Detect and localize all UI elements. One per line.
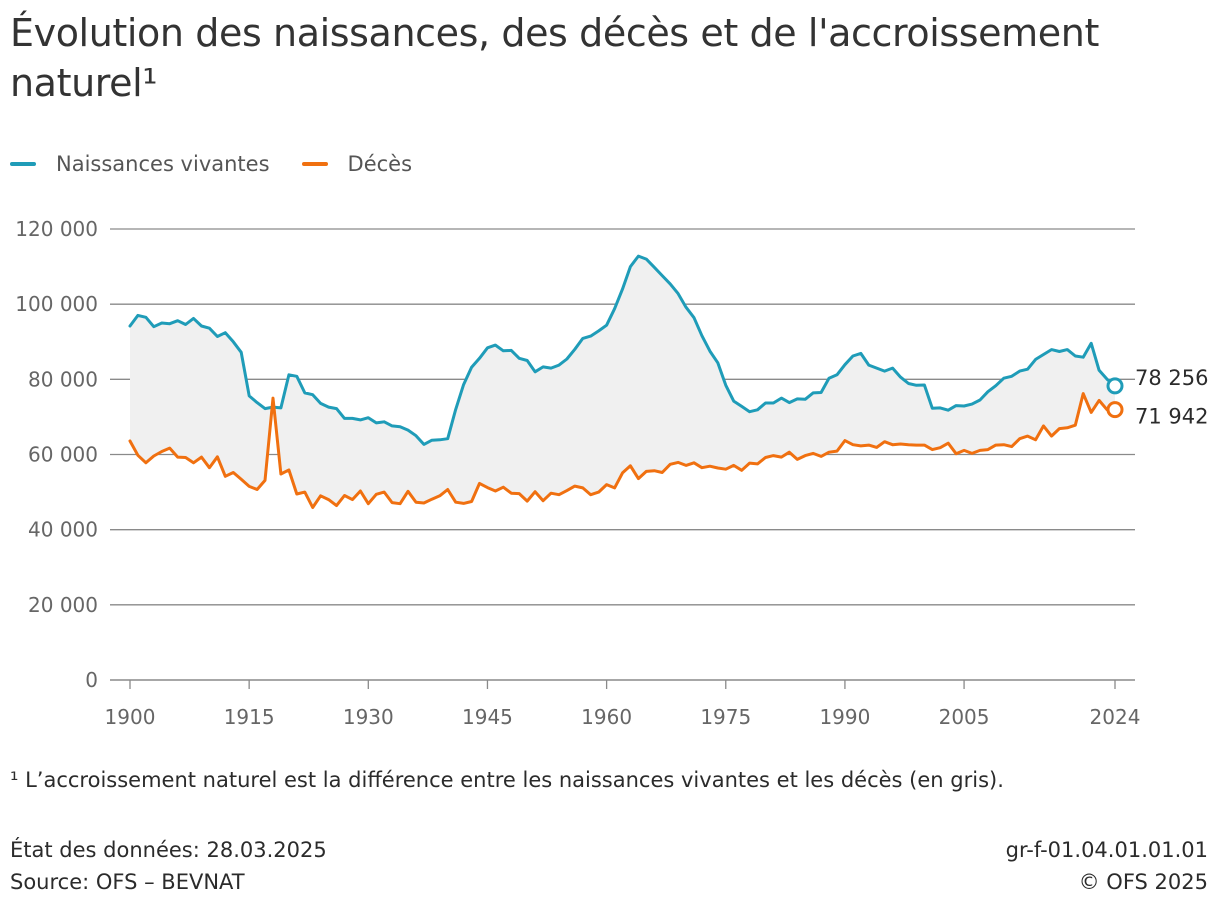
legend-label-births: Naissances vivantes	[56, 152, 270, 176]
chart-code: gr-f-01.04.01.01.01	[1005, 838, 1208, 862]
series-line-births	[128, 254, 1117, 446]
legend-label-deaths: Décès	[347, 152, 413, 176]
natural-increase-area	[130, 256, 1115, 508]
chart-footnote: ¹ L’accroissement naturel est la différe…	[10, 768, 1004, 792]
line-chart: 0 20 000 40 000 60 000 80 000 100 000 120 000 1…	[15, 217, 1208, 729]
series-line-deaths	[128, 392, 1117, 509]
legend-item-births: Naissances vivantes	[10, 152, 270, 176]
chart-legend: Naissances vivantes Décès	[10, 148, 444, 180]
x-tick-label-8: 2024	[1090, 705, 1141, 729]
x-tick-label-1: 1915	[224, 705, 275, 729]
x-tick-label-7: 2005	[939, 705, 990, 729]
y-tick-label-3: 60 000	[28, 443, 98, 467]
end-marker-deaths	[1106, 401, 1124, 419]
y-tick-label-4: 80 000	[28, 367, 98, 391]
x-tick-label-2: 1930	[343, 705, 394, 729]
chart-title: Évolution des naissances, des décès et d…	[10, 11, 1099, 105]
y-tick-label-2: 40 000	[28, 518, 98, 542]
y-tick-label-1: 20 000	[28, 593, 98, 617]
end-label-births: 78 256	[1135, 366, 1208, 390]
x-tick-label-4: 1960	[581, 705, 632, 729]
x-tick-label-5: 1975	[700, 705, 751, 729]
legend-swatch-births	[10, 162, 36, 166]
y-tick-label-6: 120 000	[15, 217, 98, 241]
data-source: Source: OFS – BEVNAT	[10, 870, 245, 894]
footer-left: État des données: 28.03.2025 Source: OFS…	[10, 834, 327, 898]
end-label-deaths: 71 942	[1135, 405, 1208, 429]
y-tick-label-5: 100 000	[15, 292, 98, 316]
copyright: © OFS 2025	[1078, 870, 1208, 894]
legend-swatch-deaths	[301, 162, 328, 166]
end-marker-births	[1106, 377, 1124, 395]
x-tick-label-0: 1900	[105, 705, 156, 729]
footer-right: gr-f-01.04.01.01.01 © OFS 2025	[1006, 834, 1208, 898]
data-state: État des données: 28.03.2025	[10, 838, 327, 862]
x-tick-label-6: 1990	[819, 705, 870, 729]
y-tick-label-0: 0	[85, 668, 98, 692]
x-tick-label-3: 1945	[462, 705, 513, 729]
legend-item-deaths: Décès	[301, 152, 413, 176]
